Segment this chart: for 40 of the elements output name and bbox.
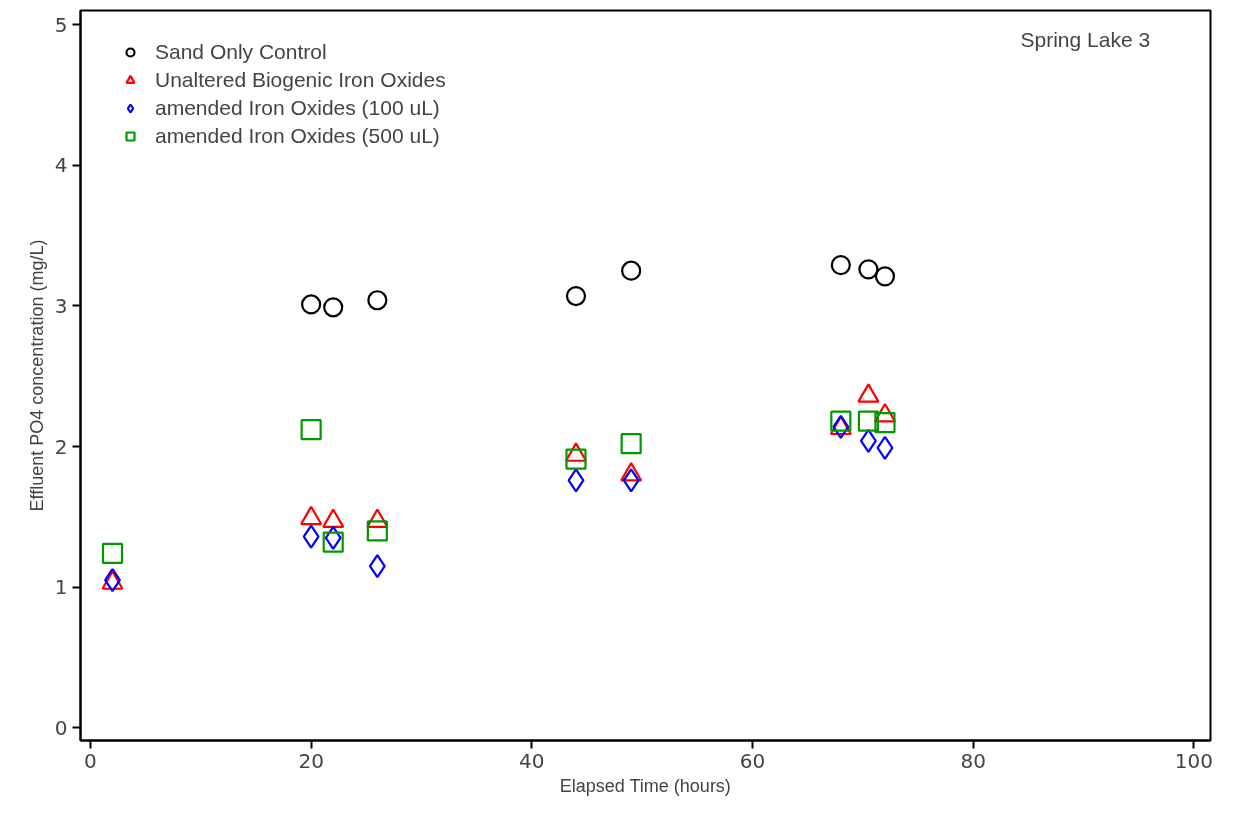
point — [620, 433, 642, 455]
x-tick-label: 20 — [298, 748, 324, 773]
point — [621, 260, 642, 281]
x-tick-label: 100 — [1174, 748, 1214, 773]
point — [858, 259, 879, 280]
point — [322, 531, 344, 553]
legend-label: Sand Only Control — [155, 40, 327, 64]
point — [565, 285, 587, 307]
x-tick-label: 60 — [739, 748, 766, 773]
point — [830, 255, 851, 276]
point — [366, 520, 388, 542]
y-tick-label: 1 — [54, 575, 68, 600]
x-tick-label: 0 — [84, 748, 97, 773]
point — [859, 428, 877, 453]
point — [857, 410, 880, 432]
y-tick-label: 4 — [54, 153, 68, 178]
x-tick-label: 40 — [519, 748, 545, 773]
point — [567, 468, 585, 493]
point — [300, 419, 322, 441]
point — [874, 266, 896, 287]
y-tick-label: 3 — [54, 293, 68, 318]
point — [622, 468, 640, 493]
point — [367, 290, 388, 311]
x-tick-label: 80 — [960, 748, 986, 773]
y-tick-label: 5 — [54, 12, 68, 37]
point — [101, 542, 124, 565]
x-axis-title: Elapsed Time (hours) — [559, 775, 731, 796]
point — [874, 412, 896, 434]
point — [323, 297, 344, 318]
legend-label: amended Iron Oxides (500 uL) — [155, 124, 440, 148]
legend-label: amended Iron Oxides (100 uL) — [155, 96, 440, 120]
point — [302, 524, 320, 549]
y-tick-label: 2 — [54, 434, 68, 459]
point — [565, 448, 587, 470]
y-tick-label: 0 — [54, 715, 68, 740]
annotation: Spring Lake 3 — [1020, 27, 1151, 51]
y-axis-title: Effluent PO4 concentration (mg/L) — [26, 239, 47, 512]
legend-label: Unaltered Biogenic Iron Oxides — [155, 68, 446, 92]
point — [301, 294, 322, 315]
point — [830, 410, 852, 432]
